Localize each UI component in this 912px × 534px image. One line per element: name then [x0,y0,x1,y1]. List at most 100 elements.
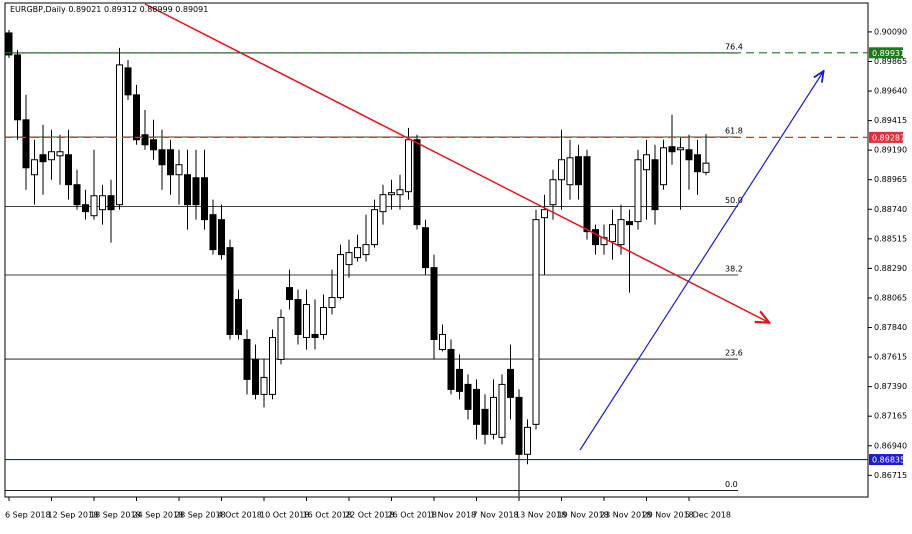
y-tick-label: 0.89640 [874,87,907,96]
trend-line [144,3,768,322]
candle-body [252,358,259,395]
candle-body [447,348,455,390]
x-tick-label: 5 Dec 2018 [685,511,731,520]
candle-body [405,139,412,193]
candle-body [643,154,650,171]
candle-body [617,219,625,246]
y-tick-label: 0.90090 [874,27,907,36]
y-tick-label: 0.89190 [874,146,907,155]
candle-body [294,299,302,335]
x-tick-label: 24 Sep 2018 [133,511,184,520]
fib-label: 0.0 [725,480,738,489]
candle-body [626,221,633,226]
y-tick-label: 0.88065 [874,293,907,302]
candle-body [150,139,157,151]
candle-body [362,244,370,256]
x-tick-label: 18 Sep 2018 [90,511,141,520]
candle-body [303,304,310,339]
candle-body [141,134,149,146]
candle-body [609,224,616,243]
candle-body [218,219,225,256]
candle-body [65,154,72,186]
fib-label: 50.0 [725,196,743,205]
candle-body [660,147,667,186]
y-tick-label: 0.86715 [874,471,907,480]
candle-body [371,209,378,246]
candle-body [422,227,429,269]
candle-body [320,307,327,335]
candle-body [685,149,693,161]
candle-body [209,214,217,251]
price-label-box [869,47,903,59]
candle-body [22,119,30,169]
candle-body [413,139,421,226]
candle-body [243,338,251,380]
candle-body [464,383,472,410]
candle-body [575,156,582,186]
candle-body [226,247,234,335]
y-tick-label: 0.88290 [874,264,907,273]
candle-body [566,157,574,186]
plot-frame [4,2,869,498]
candle-body [592,229,599,246]
ohlc-close: 0.89091 [175,5,208,14]
candle-body [345,252,353,266]
y-tick-label: 0.86940 [874,441,907,450]
candle-body [167,149,174,176]
layer: 76.4 61.8 50.0 38.2 23.6 0.0 [5,42,743,491]
candle-body [515,396,523,455]
candle-body [583,156,591,233]
candle-body [99,195,106,211]
x-tick-label: 29 Nov 2018 [643,511,694,520]
candle-body [192,177,200,206]
x-tick-label: 1 Nov 2018 [430,511,476,520]
candle-body [473,388,480,425]
candle-body [82,204,89,213]
candle-body [498,383,506,438]
candle-body [388,192,395,196]
y-tick-label: 0.87615 [874,353,907,362]
candle-body [90,195,98,217]
candle-body [124,67,132,96]
y-tick-label: 0.88515 [874,234,907,243]
candle-body [201,177,208,221]
candle-body [634,159,642,223]
candle-body [39,154,47,163]
layer [5,29,710,497]
candle-body [158,149,166,166]
candle-body [107,195,115,211]
candle-body [524,426,531,455]
fib-label: 61.8 [725,127,743,136]
candle-body [702,162,710,173]
y-tick-label: 0.89415 [874,116,907,125]
candle-body [456,368,463,392]
x-tick-label: 6 Sep 2018 [5,511,51,520]
candle-body [277,317,285,360]
x-tick-label: 23 Nov 2018 [600,511,651,520]
candle-body [286,287,293,301]
fib-label: 23.6 [725,349,743,358]
candle-body [14,54,21,121]
candle-body [651,159,659,211]
candle-body [354,247,361,259]
candle-body [490,396,497,435]
candle-body [116,64,123,206]
candle-body [481,408,489,435]
x-tick-label: 19 Nov 2018 [558,511,609,520]
candle-body [337,254,344,299]
candle-body [694,154,701,173]
candle-body [31,159,38,176]
y-tick-label: 0.88740 [874,205,907,214]
candle-body [175,164,183,176]
candle-body [439,333,446,350]
candle-body [133,94,140,141]
x-tick-label: 10 Oct 2018 [260,511,309,520]
candle-body [328,297,336,309]
price-label: 0.89931 [872,49,905,58]
x-tick-label: 26 Oct 2018 [388,511,437,520]
candle-body [541,209,548,219]
y-tick-label: 0.87840 [874,323,907,332]
chart-title: EURGBP,Daily 0.89021 0.89312 0.88999 0.8… [10,5,208,14]
candle-body [56,151,64,157]
